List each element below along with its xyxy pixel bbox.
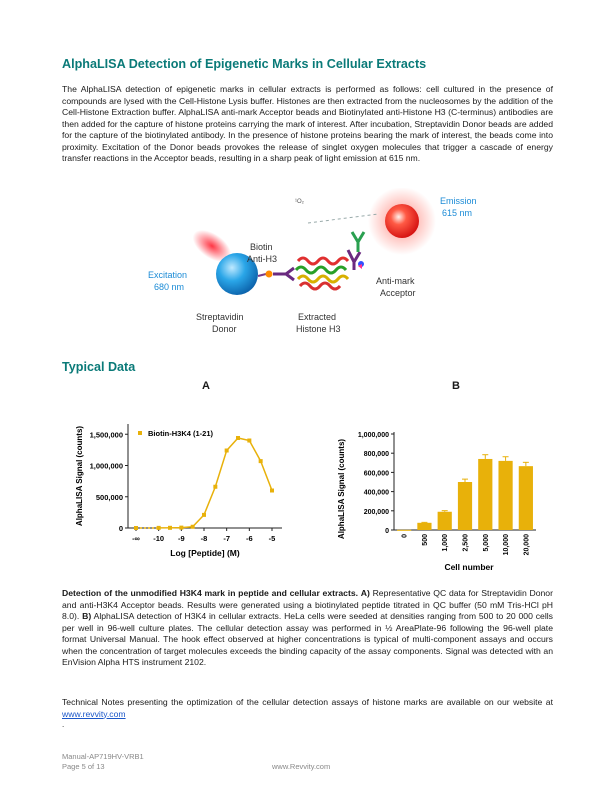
bar <box>498 460 513 530</box>
x-tick-label: 10,000 <box>503 534 510 556</box>
x-tick-label: 2,500 <box>463 534 470 552</box>
figure-caption: Detection of the unmodified H3K4 mark in… <box>62 588 553 669</box>
x-tick-label: 5,000 <box>483 534 490 552</box>
y-axis-label: AlphaLISA Signal (counts) <box>337 439 346 539</box>
antibody-complex-icon <box>257 231 366 291</box>
y-tick-label: 0 <box>385 528 389 535</box>
x-tick-label: -6 <box>246 534 253 543</box>
data-point <box>247 438 252 443</box>
excitation-wavelength: 680 nm <box>154 282 184 292</box>
donor-label: Donor <box>212 324 237 334</box>
extracted-label: Extracted <box>298 312 336 322</box>
data-point <box>236 436 240 440</box>
oxygen-label: ¹O₂ <box>295 199 305 205</box>
caption-b-text: AlphaLISA detection of H3K4 in cellular … <box>62 611 553 668</box>
bar <box>457 482 473 530</box>
x-tick-label: -7 <box>223 534 230 543</box>
x-tick-label: -∞ <box>132 534 140 543</box>
excitation-label: Excitation <box>148 270 187 280</box>
section-title: AlphaLISA Detection of Epigenetic Marks … <box>62 57 427 71</box>
caption-a-label: A) <box>360 588 370 598</box>
legend-marker <box>138 431 142 435</box>
x-tick-label: -5 <box>269 534 276 543</box>
x-tick-label: 500 <box>422 534 429 546</box>
y-tick-label: 1,000,000 <box>358 432 389 439</box>
y-axis-label: AlphaLISA Signal (counts) <box>75 426 84 526</box>
trailing-dot: . <box>62 720 65 729</box>
oxygen-path-icon <box>307 213 379 224</box>
bar <box>518 466 533 530</box>
y-tick-label: 1,500,000 <box>90 430 123 439</box>
donor-bead-icon <box>216 253 258 295</box>
x-tick-label: -10 <box>153 534 164 543</box>
anti-h3-label: Anti-H3 <box>247 254 277 264</box>
footer-page: Page 5 of 13 <box>62 762 105 771</box>
data-point <box>190 524 195 529</box>
acceptor-bead-icon <box>385 204 419 238</box>
data-point <box>168 525 172 530</box>
chart-a: 0 500,000 1,000,000 1,500,000 -∞ -10 -9 -8 -7 -6 -… <box>75 424 282 558</box>
technical-notes-text: Technical Notes presenting the optimizat… <box>62 697 553 707</box>
y-tick-label: 200,000 <box>364 509 389 516</box>
data-point <box>134 526 138 530</box>
panel-b-label: B <box>452 380 460 392</box>
anti-mark-label: Anti-mark <box>376 276 415 286</box>
bar <box>417 522 432 530</box>
bar <box>437 511 452 530</box>
data-point <box>156 525 161 530</box>
x-axis-label: Cell number <box>444 562 494 572</box>
data-point <box>179 525 184 530</box>
y-tick-label: 800,000 <box>364 451 389 458</box>
chart-b: 0 200,000 400,000 600,000 800,000 1,000,000 0 5… <box>337 432 536 572</box>
x-tick-label: -8 <box>201 534 208 543</box>
data-point <box>213 484 218 489</box>
x-tick-label: -9 <box>178 534 185 543</box>
y-tick-label: 0 <box>119 524 123 533</box>
caption-a-text: Representative QC data for Streptavidin … <box>62 588 553 622</box>
bar <box>397 529 412 531</box>
caption-bold: Detection of the unmodified H3K4 mark in… <box>62 588 359 598</box>
data-point <box>258 459 263 464</box>
y-tick-label: 400,000 <box>364 490 389 497</box>
data-point <box>270 488 274 493</box>
data-point <box>202 512 206 517</box>
technical-notes: Technical Notes presenting the optimizat… <box>62 697 553 720</box>
biotin-label: Biotin <box>250 242 273 252</box>
series-line <box>158 437 273 529</box>
y-tick-label: 1,000,000 <box>90 462 123 471</box>
typical-data-title: Typical Data <box>62 360 136 374</box>
histone-label: Histone H3 <box>296 324 341 334</box>
data-point <box>224 448 229 453</box>
footer-site: www.Revvity.com <box>272 762 331 771</box>
panel-a-label: A <box>202 380 210 392</box>
x-axis-label: Log [Peptide] (M) <box>170 548 240 558</box>
legend-label: Biotin-H3K4 (1-21) <box>148 429 214 438</box>
streptavidin-label: Streptavidin <box>196 312 244 322</box>
intro-paragraph: The AlphaLISA detection of epigenetic ma… <box>62 84 553 164</box>
caption-b-label: B) <box>82 611 92 622</box>
y-tick-label: 600,000 <box>364 470 389 477</box>
emission-wavelength: 615 nm <box>442 208 472 218</box>
y-tick-label: 500,000 <box>96 493 123 502</box>
bar <box>478 458 493 530</box>
footer-manual: Manual-AP719HV-VRB1 <box>62 752 144 761</box>
x-tick-label: 1,000 <box>442 534 449 552</box>
excitation-light-icon <box>192 230 232 262</box>
x-tick-label: 0 <box>402 534 409 538</box>
emission-label: Emission <box>440 196 477 206</box>
acceptor-label: Acceptor <box>380 288 416 298</box>
x-tick-label: 20,000 <box>523 534 530 556</box>
website-link[interactable]: www.revvity.com <box>62 708 126 719</box>
assay-diagram: ¹O₂ Emission 615 nm Excitation 680 nm Bi… <box>148 188 477 334</box>
